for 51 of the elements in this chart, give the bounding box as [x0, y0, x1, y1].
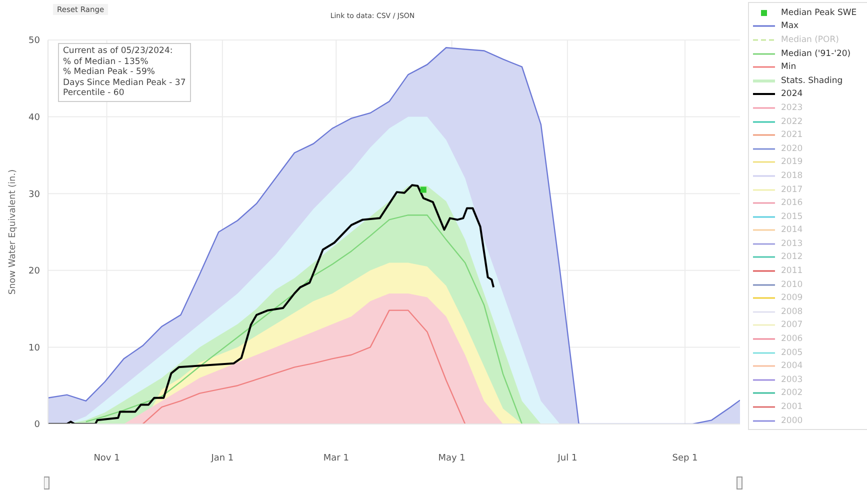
legend-label: 2017: [781, 184, 803, 195]
line-series: [142, 310, 466, 424]
y-tick-label: 20: [28, 266, 40, 277]
annotation: Current as of 05/23/2024:: [63, 46, 174, 56]
y-axis-title: Snow Water Equivalent (in.): [8, 169, 18, 295]
legend-label: 2018: [781, 170, 803, 181]
annotation: Percentile - 60: [63, 88, 126, 98]
legend-label: 2015: [781, 212, 803, 222]
legend-label: 2022: [781, 116, 803, 127]
legend-label: 2012: [781, 252, 803, 262]
legend-label: 2010: [781, 280, 803, 290]
legend-label: 2023: [781, 102, 803, 113]
legend-label: 2004: [781, 361, 803, 372]
x-tick-label: Sep 1: [672, 453, 698, 464]
legend-label: 2016: [781, 198, 803, 208]
x-tick-label: Jan 1: [210, 453, 234, 464]
legend-label: 2013: [781, 238, 803, 249]
annotation: % Median Peak - 59%: [63, 67, 156, 78]
legend-label: 2001: [781, 402, 803, 412]
legend-label: 2000: [781, 416, 803, 426]
legend-label: 2008: [781, 306, 803, 317]
line-series: [85, 214, 523, 424]
legend-label: 2007: [781, 320, 803, 330]
legend-label: Median ('91-'20): [781, 48, 851, 59]
legend-label: 2021: [781, 130, 803, 140]
legend-label: 2005: [781, 348, 803, 358]
legend-label: 2014: [781, 225, 803, 236]
y-tick-label: 30: [28, 190, 40, 200]
x-tick-label: May 1: [438, 453, 466, 464]
y-tick-label: 40: [28, 112, 40, 123]
legend-label: 2019: [781, 157, 803, 168]
legend-label: 2011: [781, 266, 803, 276]
legend-label: Max: [781, 21, 799, 32]
x-tick-label: Jul 1: [556, 453, 578, 464]
legend-label: 2002: [781, 388, 803, 398]
legend-label: 2006: [781, 334, 803, 344]
y-tick-label: 50: [28, 36, 40, 46]
legend-label: 2003: [781, 374, 803, 385]
legend-label: 2009: [781, 293, 803, 304]
annotation: Days Since Median Peak - 37: [63, 78, 186, 88]
legend-label: Median Peak SWE: [781, 8, 857, 18]
legend-label: 2024: [781, 89, 803, 100]
x-tick-label: Nov 1: [94, 453, 120, 464]
legend-label: 2020: [781, 144, 803, 154]
x-tick-label: Mar 1: [323, 453, 349, 464]
legend-label: Median (POR): [781, 34, 839, 45]
y-tick-label: 0: [34, 420, 40, 430]
annotation: % of Median - 135%: [63, 56, 150, 67]
y-tick-label: 10: [28, 343, 40, 354]
legend-label: Min: [781, 62, 796, 72]
legend-label: Stats. Shading: [781, 76, 843, 86]
